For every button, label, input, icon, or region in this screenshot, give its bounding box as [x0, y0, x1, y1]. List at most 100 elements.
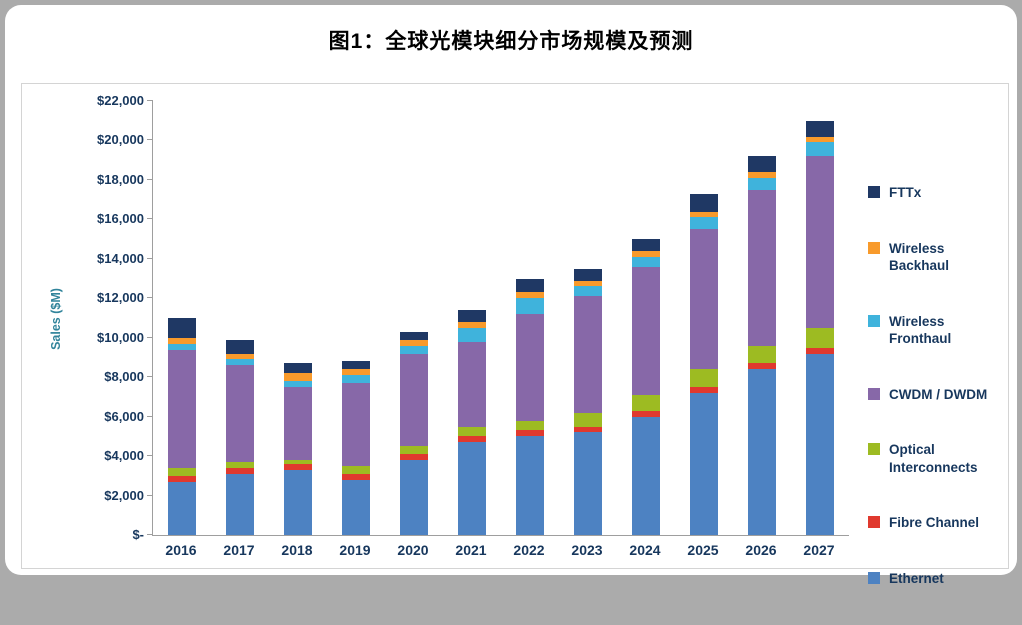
y-axis: $- $2,000 $4,000 $6,000 $8,000 $10,000 $12,000… — [62, 93, 148, 542]
y-tick-mark — [147, 494, 153, 496]
bar-segment-wireless-fronthaul — [458, 327, 486, 342]
bar-column-2024 — [617, 101, 675, 535]
y-tick-label: $2,000 — [104, 487, 144, 503]
bar-segment-fibre-channel — [458, 436, 486, 443]
bar-segment-fttx — [574, 268, 602, 281]
legend: FTTx Wireless Backhaul Wireless Fronthaul C… — [868, 184, 1006, 625]
bar-segment-wireless-fronthaul — [632, 256, 660, 267]
bar-segment-ethernet — [690, 392, 718, 535]
chart-title: 图1：全球光模块细分市场规模及预测 — [328, 30, 694, 53]
y-tick-mark — [147, 455, 153, 457]
bar-segment-ethernet — [574, 432, 602, 535]
y-tick-mark — [147, 178, 153, 180]
bar-segment-wireless-backhaul — [574, 280, 602, 287]
bar-segment-cwdm-dwdm — [806, 156, 834, 328]
bar-column-2026 — [733, 101, 791, 535]
bar-segment-optical-interconnects — [284, 460, 312, 464]
legend-label: CWDM / DWDM — [889, 386, 988, 402]
legend-item-ethernet: Ethernet — [868, 570, 1006, 588]
x-tick-label: 2019 — [339, 542, 371, 558]
legend-swatch — [868, 241, 880, 254]
bar-segment-wireless-backhaul — [690, 211, 718, 218]
bars-container — [153, 101, 849, 535]
bar-segment-fibre-channel — [400, 454, 428, 461]
bar-segment-cwdm-dwdm — [342, 383, 370, 466]
bar-segment-optical-interconnects — [458, 426, 486, 437]
bar-segment-fttx — [342, 361, 370, 370]
bar-segment-optical-interconnects — [168, 467, 196, 476]
bar-segment-wireless-backhaul — [748, 172, 776, 178]
y-tick-label: $- — [132, 527, 144, 542]
bar-column-2023 — [559, 101, 617, 535]
y-tick-label: $16,000 — [97, 211, 144, 227]
legend-item-optical-interconnects: Optical Interconnects — [868, 441, 1006, 476]
bar-column-2021 — [443, 101, 501, 535]
bar-segment-fibre-channel — [806, 347, 834, 354]
legend-item-fttx: FTTx — [868, 184, 1006, 202]
bar-segment-ethernet — [342, 479, 370, 535]
x-tick-label: 2024 — [629, 542, 661, 558]
bar-segment-wireless-backhaul — [284, 373, 312, 382]
bar-segment-wireless-backhaul — [342, 369, 370, 376]
bar-segment-fttx — [748, 156, 776, 173]
x-tick-label: 2020 — [397, 542, 429, 558]
stacked-bar-2017 — [226, 339, 254, 535]
y-tick-label: $10,000 — [97, 329, 144, 345]
y-tick-mark — [147, 297, 153, 299]
bar-segment-cwdm-dwdm — [458, 341, 486, 427]
bar-segment-ethernet — [226, 473, 254, 535]
bar-segment-wireless-fronthaul — [690, 217, 718, 230]
bar-segment-optical-interconnects — [516, 420, 544, 431]
legend-item-wireless-backhaul: Wireless Backhaul — [868, 240, 1006, 275]
bar-column-2018 — [269, 101, 327, 535]
y-tick-label: $8,000 — [104, 369, 144, 385]
bar-segment-optical-interconnects — [226, 462, 254, 468]
bar-segment-fttx — [690, 193, 718, 212]
bar-segment-wireless-backhaul — [400, 339, 428, 346]
bar-segment-optical-interconnects — [574, 412, 602, 427]
bar-segment-fttx — [516, 278, 544, 293]
bar-segment-fibre-channel — [284, 464, 312, 470]
legend-label: Fibre Channel — [889, 515, 980, 531]
bar-segment-ethernet — [632, 416, 660, 535]
y-tick-mark — [147, 376, 153, 378]
y-tick-mark — [147, 415, 153, 417]
x-tick-label: 2022 — [513, 542, 545, 558]
bar-segment-wireless-backhaul — [516, 292, 544, 299]
stacked-bar-2018 — [284, 363, 312, 535]
bar-segment-optical-interconnects — [342, 465, 370, 474]
bar-segment-wireless-fronthaul — [168, 343, 196, 350]
legend-swatch — [868, 314, 880, 327]
stacked-bar-2024 — [632, 239, 660, 535]
report-page: 图1：全球光模块细分市场规模及预测 Sales ($M) $- $2,000 $4,… — [5, 5, 1017, 586]
bar-segment-fibre-channel — [574, 426, 602, 433]
legend-swatch — [868, 443, 880, 456]
bar-segment-cwdm-dwdm — [632, 266, 660, 395]
bar-segment-cwdm-dwdm — [284, 387, 312, 461]
y-tick-label: $12,000 — [97, 290, 144, 306]
bar-segment-fibre-channel — [748, 363, 776, 370]
bar-segment-cwdm-dwdm — [574, 296, 602, 413]
stacked-bar-2022 — [516, 278, 544, 535]
bar-segment-fibre-channel — [168, 475, 196, 482]
bar-segment-fttx — [632, 239, 660, 251]
y-tick-mark — [147, 336, 153, 338]
bar-segment-wireless-fronthaul — [400, 345, 428, 354]
bar-segment-fibre-channel — [342, 473, 370, 480]
bar-segment-wireless-fronthaul — [516, 298, 544, 315]
bar-column-2027 — [791, 101, 849, 535]
plot-area — [147, 100, 849, 536]
bar-segment-ethernet — [458, 442, 486, 535]
legend-label: Ethernet — [889, 570, 944, 586]
x-tick-label: 2026 — [745, 542, 777, 558]
bar-segment-fibre-channel — [690, 387, 718, 393]
bar-segment-optical-interconnects — [806, 327, 834, 348]
bar-segment-fibre-channel — [516, 430, 544, 437]
y-axis-title: Sales ($M) — [49, 288, 63, 350]
bar-segment-optical-interconnects — [632, 394, 660, 411]
y-tick-mark — [147, 257, 153, 259]
bar-segment-optical-interconnects — [690, 369, 718, 388]
x-tick-label: 2027 — [803, 542, 835, 558]
y-tick-mark — [147, 218, 153, 220]
y-tick-label: $22,000 — [97, 93, 144, 108]
